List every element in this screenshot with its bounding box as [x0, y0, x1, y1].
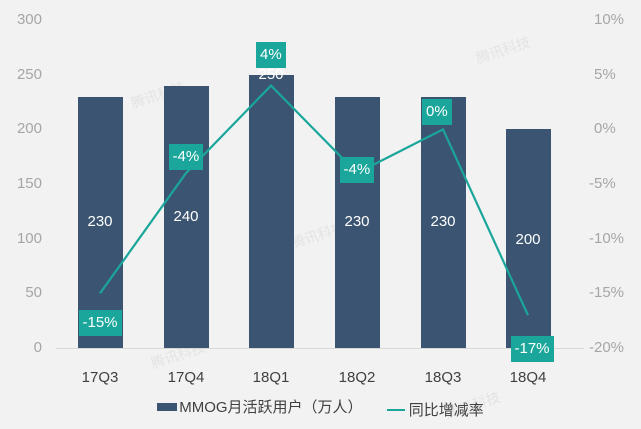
legend-line-label: 同比增减率: [408, 402, 484, 419]
left-axis-tick: 0: [33, 339, 42, 356]
right-axis-tick: -15%: [589, 284, 625, 302]
bar-value-label: 230: [344, 213, 370, 230]
bar-18Q3[interactable]: [420, 96, 466, 348]
left-axis-tick: 200: [16, 120, 42, 138]
growth-rate-label: -15%: [78, 310, 122, 336]
bar-value-label: 230: [430, 213, 456, 230]
x-axis-tick: 18Q3: [424, 369, 462, 386]
bar-swatch-icon: [157, 402, 178, 411]
left-axis-tick: 250: [16, 65, 42, 83]
x-axis-tick: 17Q4: [167, 369, 205, 386]
bar-value-label: 250: [258, 66, 284, 83]
legend-item-line[interactable]: 同比增减率: [386, 399, 484, 420]
left-axis-tick: 50: [25, 284, 42, 302]
bar-value-label: 240: [173, 208, 199, 225]
x-axis-tick: 17Q3: [81, 369, 119, 386]
growth-rate-label: -4%: [168, 144, 204, 170]
bar-18Q2[interactable]: [334, 96, 380, 348]
x-axis-tick: 18Q1: [252, 369, 290, 386]
left-axis-tick: 100: [16, 229, 42, 247]
left-axis-tick: 300: [16, 11, 42, 28]
legend-item-bar[interactable]: MMOG月活跃用户（万人）: [157, 396, 363, 417]
growth-rate-label: 4%: [256, 42, 286, 68]
bar-17Q3[interactable]: [77, 96, 123, 348]
bar-value-label: 230: [87, 213, 113, 230]
legend-bar-label: MMOG月活跃用户（万人）: [179, 399, 363, 416]
growth-rate-label: -17%: [510, 336, 554, 362]
growth-rate-label: 0%: [422, 99, 452, 125]
right-axis-tick: 0%: [594, 120, 616, 138]
x-axis-tick: 18Q2: [338, 369, 376, 386]
legend: MMOG月活跃用户（万人） 同比增减率: [0, 396, 641, 420]
bar-17Q4[interactable]: [163, 85, 209, 348]
right-axis-tick: -5%: [589, 175, 616, 192]
right-axis-tick: 10%: [594, 11, 625, 28]
growth-rate-label: -4%: [339, 157, 375, 183]
right-axis-tick: -10%: [589, 229, 625, 247]
x-axis-line: [56, 348, 584, 349]
bar-18Q1[interactable]: [248, 74, 294, 348]
left-axis-tick: 150: [16, 175, 42, 192]
right-axis-tick: -20%: [589, 339, 625, 356]
right-axis-tick: 5%: [594, 65, 616, 83]
x-axis-tick: 18Q4: [509, 369, 547, 386]
bar-18Q4[interactable]: [505, 129, 551, 348]
line-swatch-icon: [386, 408, 405, 411]
bar-value-label: 200: [515, 231, 541, 248]
